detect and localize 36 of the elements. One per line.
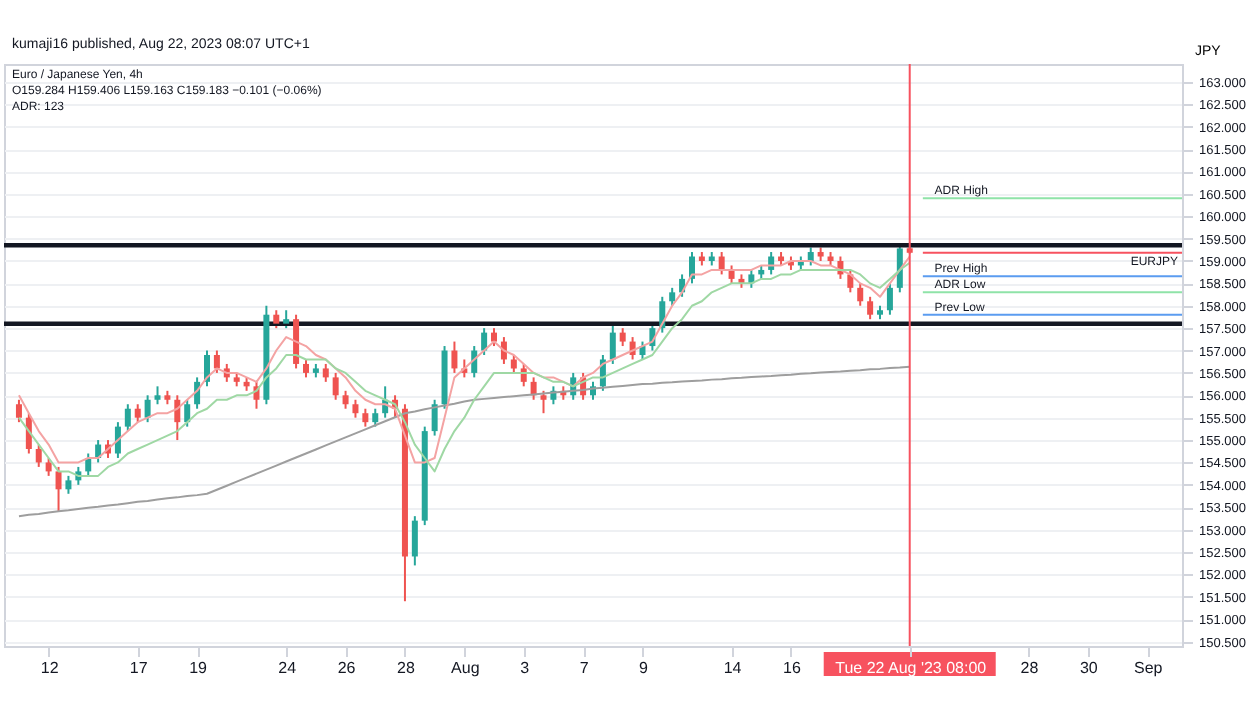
candlestick — [35, 443, 42, 468]
candlestick — [857, 282, 864, 307]
candlestick — [540, 389, 547, 415]
x-tick-label: 9 — [639, 659, 650, 677]
candlestick — [293, 313, 300, 370]
x-tick-label: 30 — [1079, 659, 1099, 677]
candlestick — [867, 295, 874, 321]
x-tick-label: 28 — [397, 659, 416, 677]
x-tick-label: 26 — [337, 659, 357, 677]
candlestick — [213, 349, 220, 374]
x-tick-label: 17 — [129, 659, 149, 677]
x-tick-label: 12 — [40, 659, 60, 677]
candlestick — [886, 282, 893, 316]
candlestick — [124, 403, 131, 433]
candlestick — [204, 349, 210, 388]
x-tick-label: 24 — [278, 659, 298, 677]
candlestick — [481, 327, 488, 356]
candlestick — [144, 394, 151, 424]
candlestick — [451, 340, 458, 374]
candlestick — [332, 371, 339, 401]
x-tick-label: 14 — [723, 659, 743, 677]
candlestick — [55, 465, 62, 513]
candlestick — [411, 515, 418, 567]
x-tick-label: 28 — [1020, 659, 1040, 677]
candlestick — [15, 398, 22, 424]
candlestick — [847, 268, 854, 294]
candlestick — [609, 322, 616, 365]
candlestick — [431, 398, 438, 437]
x-tick-label: Sep — [1134, 659, 1164, 677]
x-tick-label: 7 — [579, 659, 590, 677]
x-tick-label: Tue 22 Aug '23 08:00 — [835, 659, 988, 677]
x-tick-label: 3 — [520, 659, 531, 677]
x-tick-label: 19 — [189, 659, 209, 677]
x-tick-label: 16 — [783, 659, 802, 677]
x-tick-label: Aug — [451, 659, 480, 677]
candlestick — [184, 398, 191, 428]
